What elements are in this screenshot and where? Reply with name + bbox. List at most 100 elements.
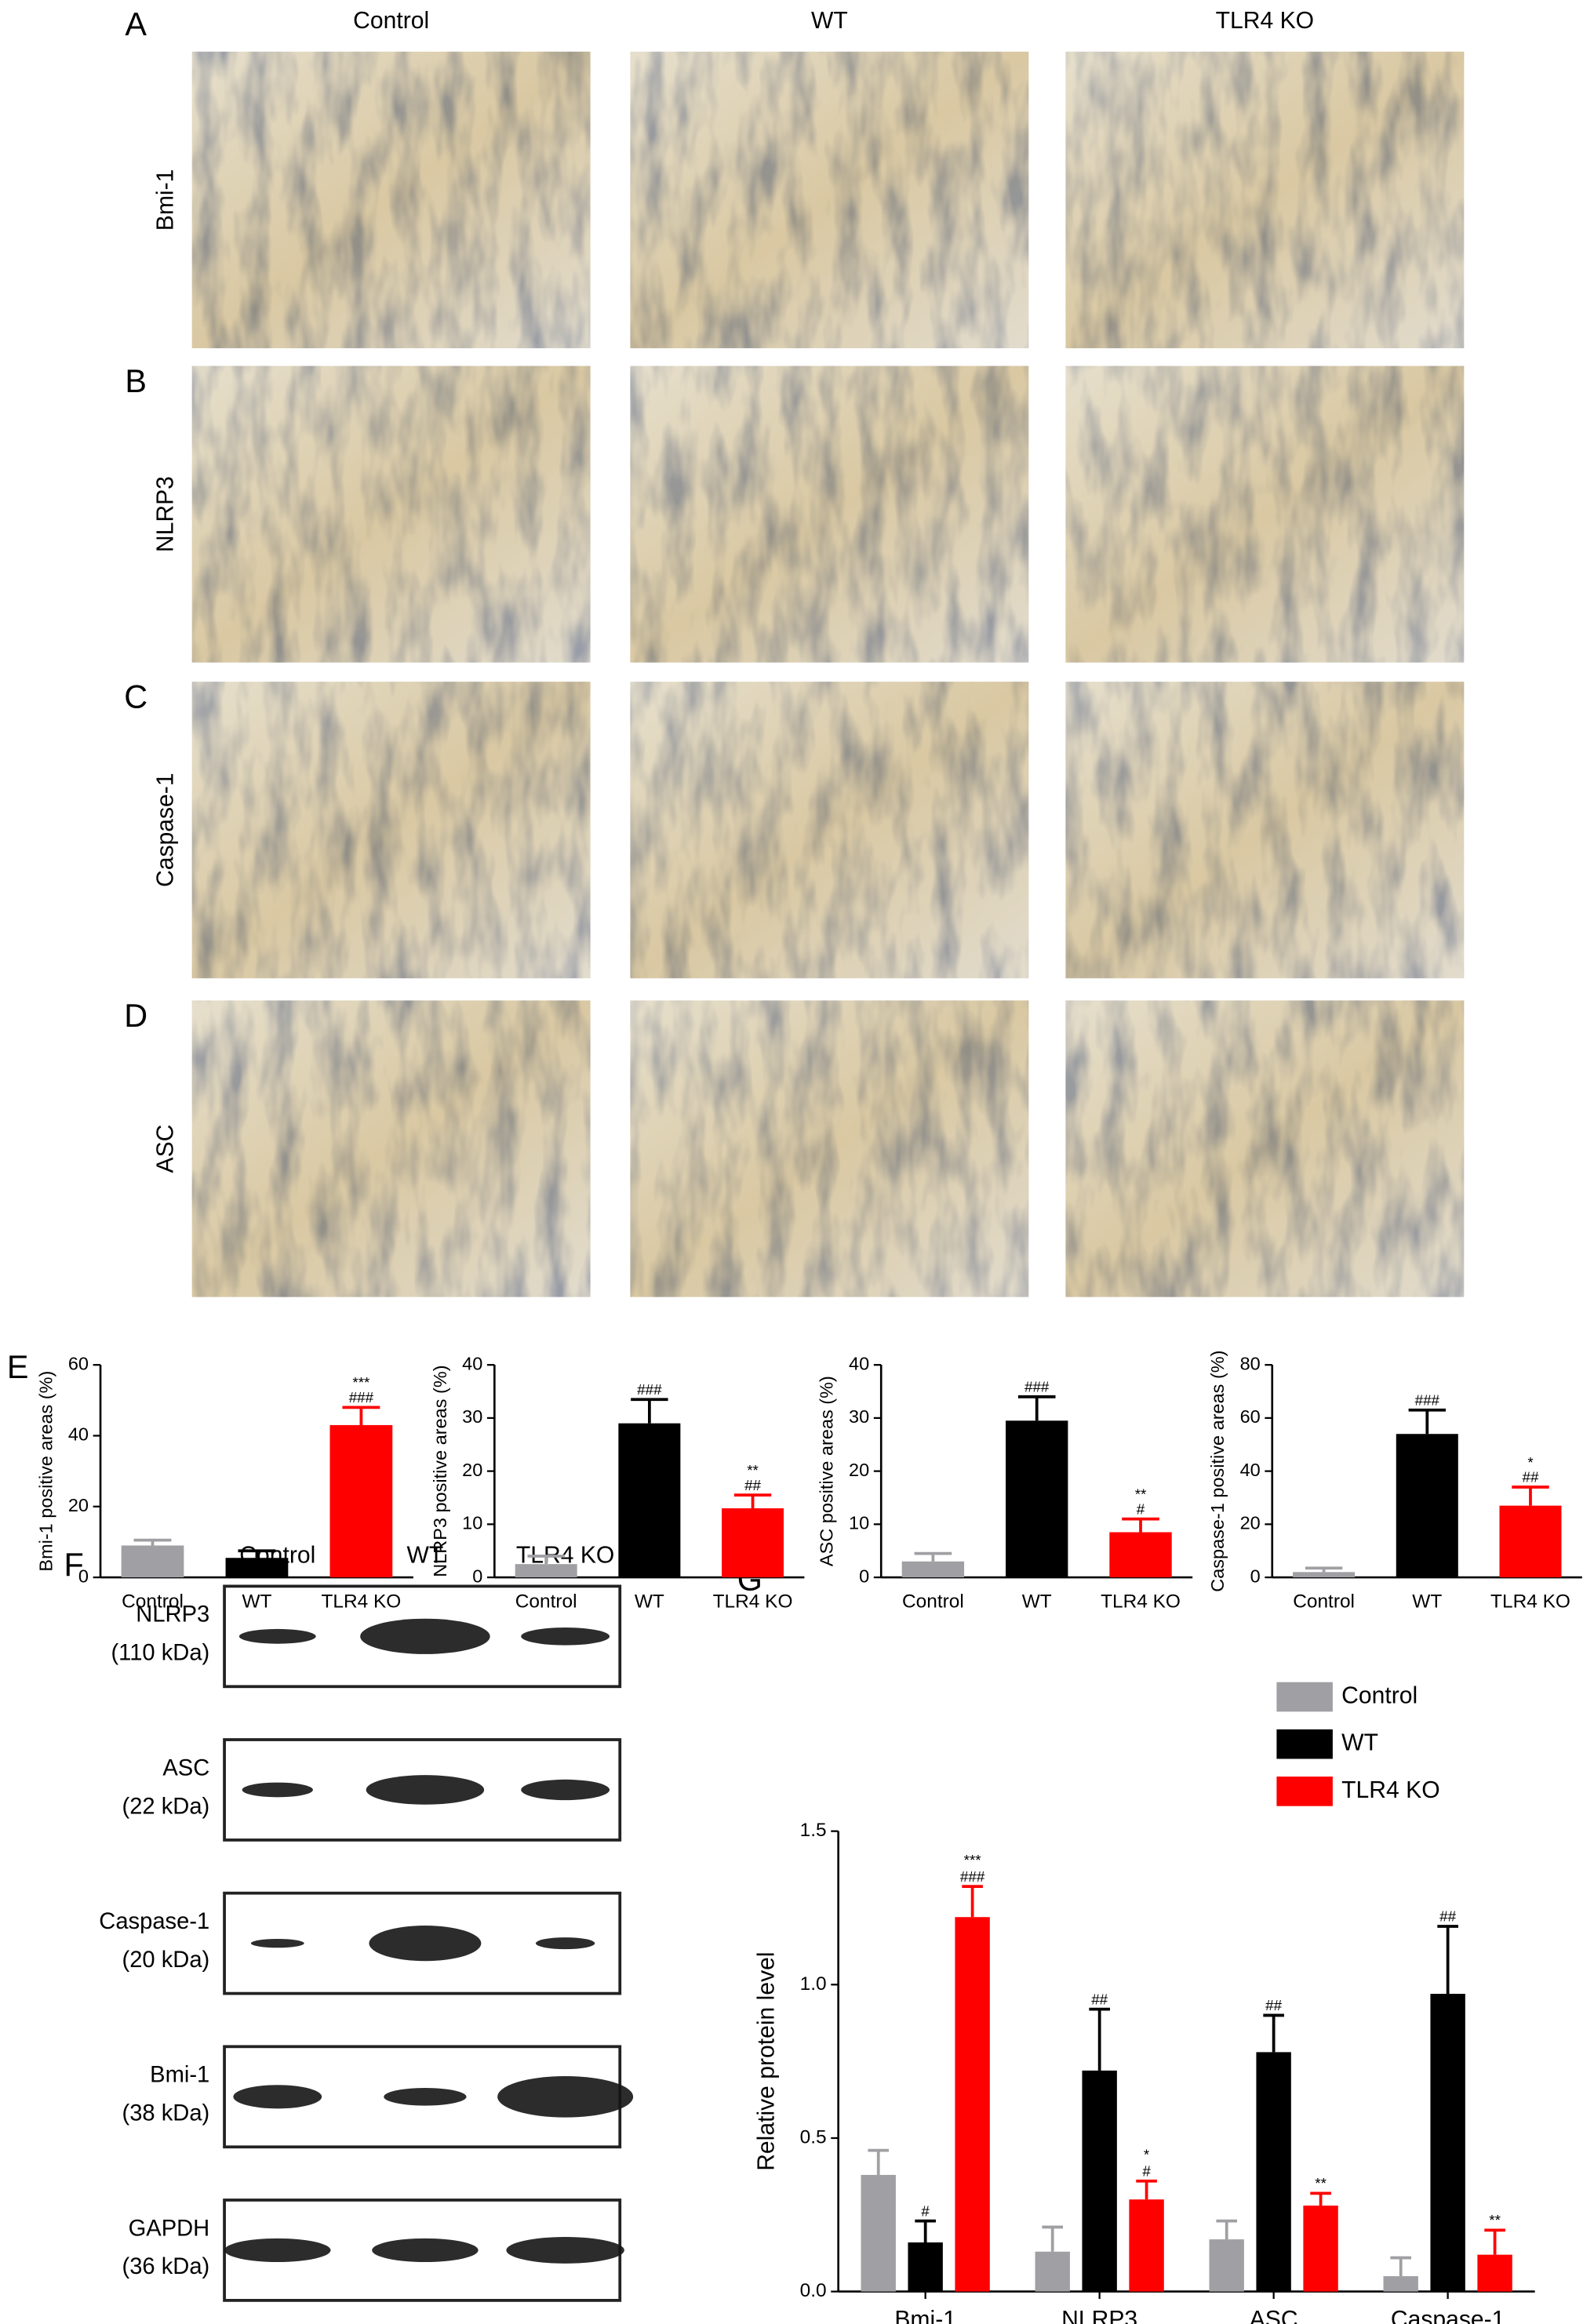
bar <box>225 1558 289 1578</box>
significance-label: ### <box>349 1389 374 1406</box>
legend-label: TLR4 KO <box>1341 1777 1439 1803</box>
blot-band <box>233 2085 322 2109</box>
blot-band <box>242 1782 313 1798</box>
x-tick-label: Caspase-1 <box>1391 2307 1505 2324</box>
x-tick-label: TLR4 KO <box>713 1591 793 1613</box>
y-tick-label: 0 <box>859 1566 869 1586</box>
micrograph <box>1065 682 1465 979</box>
bar <box>1477 2254 1512 2292</box>
y-axis-label: ASC positive areas (%) <box>817 1376 837 1566</box>
bar <box>1129 2199 1164 2292</box>
panel-letter: D <box>124 998 147 1034</box>
bar <box>908 2242 943 2292</box>
blot-band <box>521 1628 610 1646</box>
x-tick-label: ASC <box>1250 2307 1298 2324</box>
bar <box>861 2174 896 2292</box>
significance-label: ** <box>1489 2212 1501 2228</box>
significance-label: # <box>1142 2162 1151 2179</box>
y-axis-label: Bmi-1 positive areas (%) <box>36 1371 56 1572</box>
x-tick-label: WT <box>1412 1591 1442 1613</box>
y-tick-label: 20 <box>462 1460 482 1480</box>
significance-label: ## <box>1523 1469 1539 1486</box>
row-label: Bmi-1 <box>153 169 179 231</box>
micrograph <box>191 51 591 348</box>
micrograph <box>1065 366 1465 663</box>
bar <box>1006 1420 1068 1578</box>
legend-swatch <box>1276 1729 1333 1759</box>
x-tick-label: Control <box>122 1591 184 1613</box>
y-axis-label: Caspase-1 positive areas (%) <box>1207 1351 1228 1592</box>
blot-protein: GAPDH <box>129 2216 210 2241</box>
y-tick-label: 30 <box>462 1406 482 1427</box>
blot-size: (36 kDa) <box>122 2254 210 2279</box>
blot-band <box>372 2238 479 2262</box>
bar <box>1430 1994 1465 2292</box>
micrograph <box>630 366 1029 663</box>
y-tick-label: 0 <box>472 1566 482 1586</box>
micrograph <box>630 682 1029 979</box>
x-tick-label: Bmi-1 <box>894 2307 956 2324</box>
legend-label: WT <box>1341 1730 1378 1756</box>
legend-label: Control <box>1341 1682 1417 1708</box>
x-tick-label: TLR4 KO <box>1490 1591 1570 1613</box>
significance-label: ## <box>1265 1997 1282 2013</box>
significance-label: ## <box>1439 1908 1456 1925</box>
significance-label: ## <box>1091 1991 1108 2007</box>
panel-letter: F <box>64 1547 84 1583</box>
bar <box>1383 2276 1418 2292</box>
y-tick-label: 40 <box>849 1353 869 1373</box>
y-tick-label: 20 <box>1240 1513 1261 1533</box>
y-axis-label: Relative protein level <box>753 1951 779 2170</box>
blot-size: (110 kDa) <box>111 1641 209 1666</box>
y-tick-label: 10 <box>462 1513 482 1533</box>
bar <box>1256 2052 1291 2292</box>
blot-size: (38 kDa) <box>122 2101 210 2126</box>
significance-label: ### <box>637 1381 662 1398</box>
blot-size: (22 kDa) <box>122 1794 210 1819</box>
panel-letter: E <box>7 1349 29 1385</box>
blot-band <box>506 2237 624 2264</box>
column-header: TLR4 KO <box>1216 8 1314 34</box>
blot-size: (20 kDa) <box>122 1948 210 1973</box>
bar <box>1209 2239 1244 2292</box>
y-tick-label: 80 <box>1240 1353 1261 1373</box>
y-tick-label: 40 <box>1240 1460 1261 1480</box>
y-tick-label: 60 <box>1240 1406 1261 1427</box>
blot-band <box>366 1775 485 1805</box>
bar <box>1293 1572 1356 1578</box>
legend-swatch <box>1276 1777 1333 1806</box>
micrograph <box>630 51 1029 348</box>
micrograph <box>191 1000 591 1297</box>
significance-label: *** <box>964 1852 982 1868</box>
column-header: WT <box>811 8 848 34</box>
blot-band <box>536 1937 595 1950</box>
x-tick-label: WT <box>242 1591 271 1613</box>
legend-swatch <box>1276 1682 1333 1712</box>
y-tick-label: 40 <box>68 1424 89 1445</box>
micrograph <box>191 366 591 663</box>
row-label: NLRP3 <box>153 476 179 552</box>
y-tick-label: 20 <box>68 1495 89 1515</box>
significance-label: ** <box>1135 1486 1147 1502</box>
y-tick-label: 1.0 <box>800 1973 827 1995</box>
y-tick-label: 30 <box>849 1406 869 1427</box>
bar <box>618 1423 681 1578</box>
row-label: ASC <box>153 1125 179 1173</box>
blot-band <box>250 1938 304 1948</box>
significance-label: ** <box>747 1462 759 1478</box>
significance-label: # <box>921 2202 930 2219</box>
column-header: Control <box>353 8 429 34</box>
y-tick-label: 10 <box>849 1513 869 1533</box>
blot-band <box>224 2238 331 2262</box>
y-axis-label: NLRP3 positive areas (%) <box>430 1365 450 1577</box>
significance-label: * <box>1527 1454 1534 1471</box>
blot-protein: Caspase-1 <box>99 1909 209 1934</box>
panel-letter: A <box>125 6 147 42</box>
bar <box>955 1917 990 2292</box>
significance-label: ### <box>1415 1391 1440 1408</box>
significance-label: ### <box>960 1868 985 1885</box>
y-tick-label: 1.5 <box>800 1820 827 1841</box>
bar <box>1035 2251 1070 2292</box>
blot-band <box>360 1618 490 1654</box>
